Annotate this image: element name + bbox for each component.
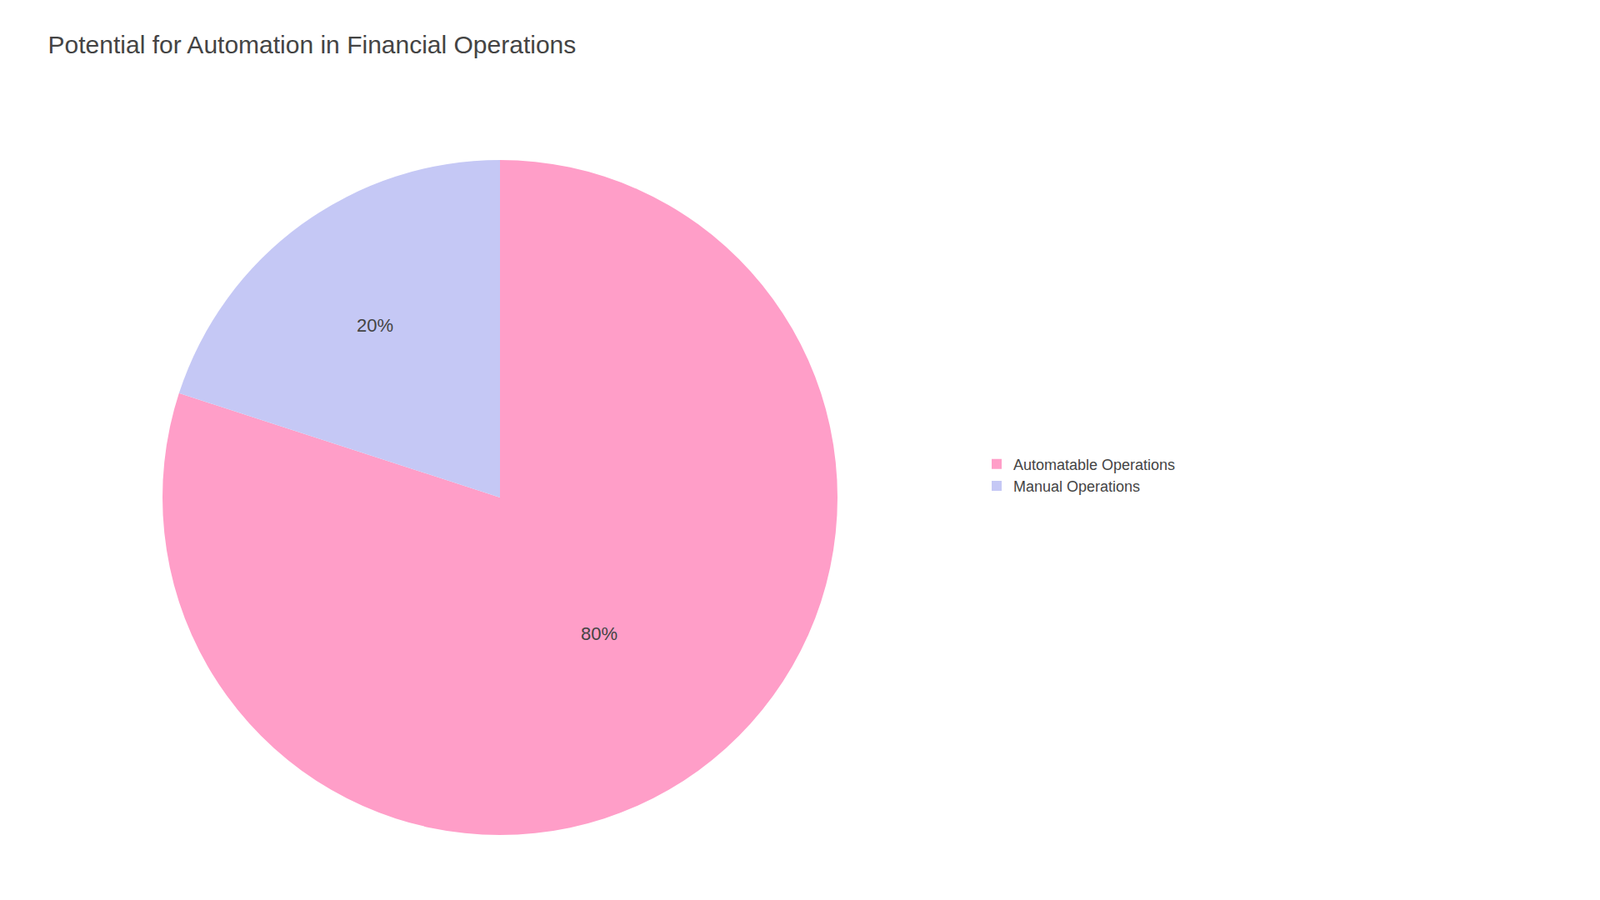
svg-text:20%: 20% — [356, 315, 394, 336]
svg-text:Manual Operations: Manual Operations — [1013, 478, 1140, 495]
svg-text:80%: 80% — [580, 623, 618, 645]
svg-text:Potential for Automation in Fi: Potential for Automation in Financial Op… — [48, 30, 577, 59]
svg-text:Automatable Operations: Automatable Operations — [1013, 456, 1175, 474]
